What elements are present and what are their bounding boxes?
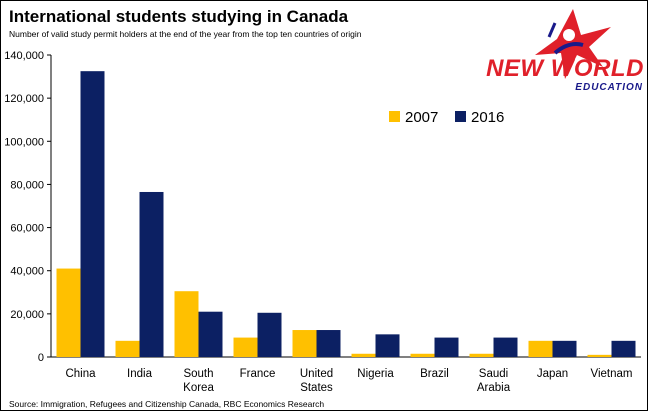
legend-label: 2007 (405, 109, 438, 126)
x-tick-label: India (127, 368, 153, 380)
bar-2007 (174, 291, 199, 357)
x-tick-label: United States (300, 368, 333, 394)
y-tick-label: 40,000 (10, 266, 44, 278)
y-tick-label: 0 (38, 352, 44, 364)
x-tick-label: Nigeria (357, 368, 394, 380)
y-tick-label: 100,000 (4, 136, 44, 148)
bar-2007 (410, 353, 435, 357)
y-tick-label: 60,000 (10, 223, 44, 235)
bar-2016 (434, 337, 459, 357)
bar-2016 (375, 334, 400, 357)
logo-figure-icon (563, 29, 575, 41)
bar-2007 (528, 340, 553, 357)
legend-swatch-2016 (455, 111, 466, 122)
bar-2016 (611, 340, 636, 357)
y-tick-label: 20,000 (10, 309, 44, 321)
x-tick-label: Brazil (420, 368, 449, 380)
bar-2016 (80, 71, 105, 357)
bar-2007 (351, 353, 376, 357)
x-tick-label: Saudi Arabia (477, 368, 511, 394)
logo-wordmark: NEW WORLD (486, 55, 644, 82)
bar-2016 (316, 330, 341, 357)
legend-label: 2016 (471, 109, 504, 126)
bar-2016 (139, 191, 164, 357)
x-tick-label: France (240, 368, 276, 380)
bar-chart: 0 20,000 40,000 60,000 80,000 100,000 120,000 1… (4, 50, 641, 394)
legend-swatch-2007 (389, 111, 400, 122)
chart-title: International students studying in Canad… (9, 7, 349, 26)
x-tick-label: Japan (537, 368, 568, 380)
bar-2007 (292, 330, 317, 357)
y-tick-label: 80,000 (10, 179, 44, 191)
bar-2016 (552, 340, 577, 357)
x-tick-label: South Korea (183, 368, 214, 394)
bar-2007 (233, 337, 258, 357)
bar-2016 (198, 311, 223, 357)
x-tick-label: China (65, 368, 96, 380)
chart-subtitle: Number of valid study permit holders at … (9, 29, 362, 39)
chart-source: Source: Immigration, Refugees and Citize… (9, 399, 325, 409)
bar-2007 (469, 353, 494, 357)
bar-2007 (56, 268, 81, 357)
y-tick-label: 120,000 (4, 93, 44, 105)
new-world-education-logo: NEW WORLD EDUCATION (485, 9, 645, 93)
bar-2016 (493, 337, 518, 357)
bar-2016 (257, 312, 282, 357)
x-tick-label: Vietnam (591, 368, 633, 380)
y-tick-label: 140,000 (4, 50, 44, 62)
bar-2007 (587, 354, 612, 357)
logo-tagline: EDUCATION (575, 82, 643, 93)
bar-2007 (115, 340, 140, 357)
